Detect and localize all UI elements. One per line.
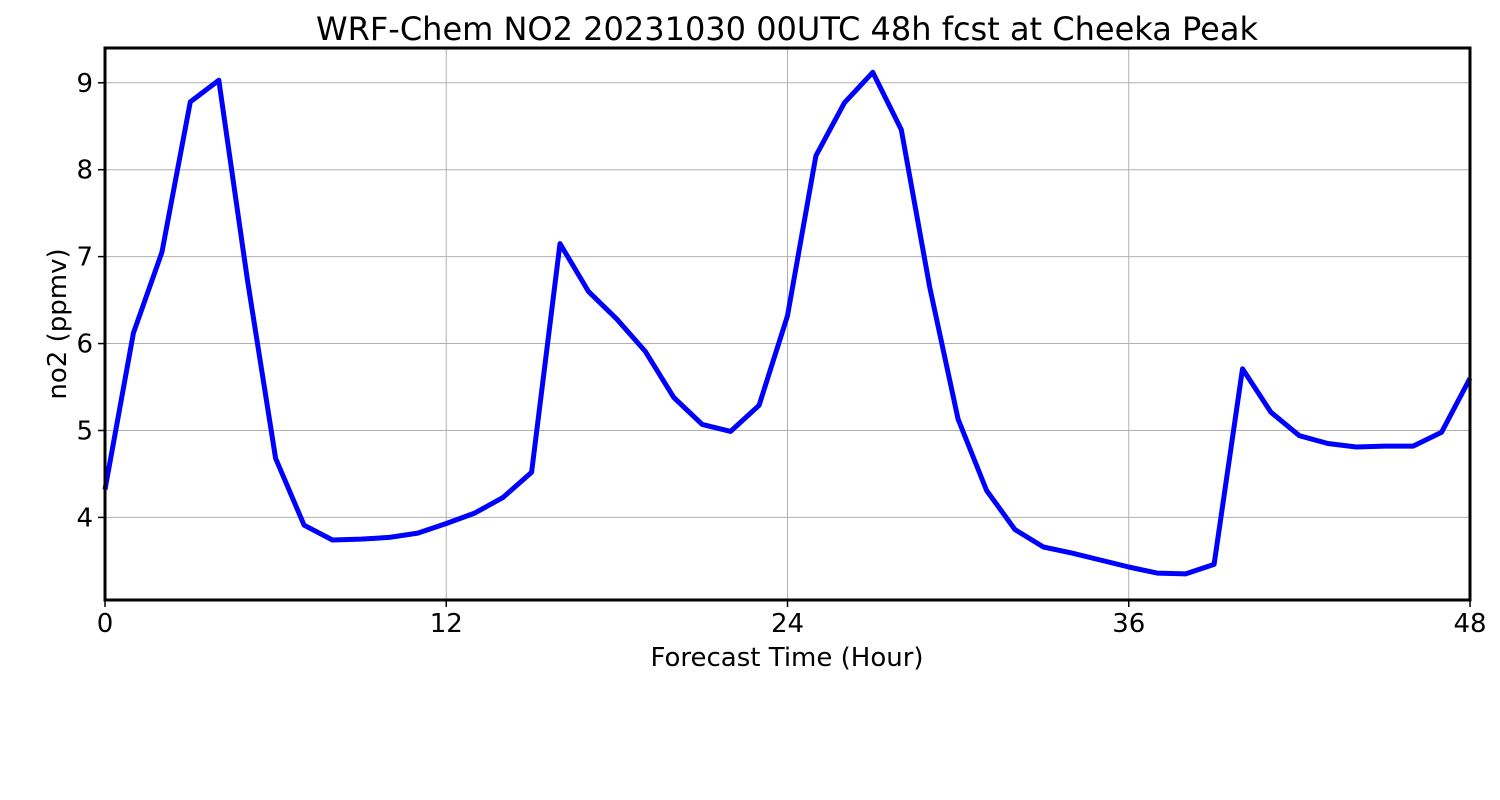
series-group xyxy=(102,69,1473,577)
x-axis-label: Forecast Time (Hour) xyxy=(650,643,923,673)
y-tick-label: 9 xyxy=(76,69,93,99)
chart-title: WRF-Chem NO2 20231030 00UTC 48h fcst at … xyxy=(316,10,1258,48)
grid xyxy=(104,48,1471,600)
y-tick-label: 8 xyxy=(76,156,93,186)
x-tick-label: 12 xyxy=(430,609,463,639)
x-tick-label: 24 xyxy=(771,609,804,639)
x-tick-label: 0 xyxy=(97,609,114,639)
y-tick-label: 4 xyxy=(76,503,93,533)
x-tick-label: 36 xyxy=(1112,609,1145,639)
y-axis-label: no2 (ppmv) xyxy=(43,248,73,399)
y-tick-label: 7 xyxy=(76,243,93,273)
y-tick-label: 5 xyxy=(76,416,93,446)
x-tick-label: 48 xyxy=(1453,609,1486,639)
y-tick-label: 6 xyxy=(76,330,93,360)
y-axis: 4 5 6 7 8 9 xyxy=(76,69,105,533)
x-axis: 0 12 24 36 48 xyxy=(97,600,1487,639)
series-line xyxy=(102,69,1473,577)
